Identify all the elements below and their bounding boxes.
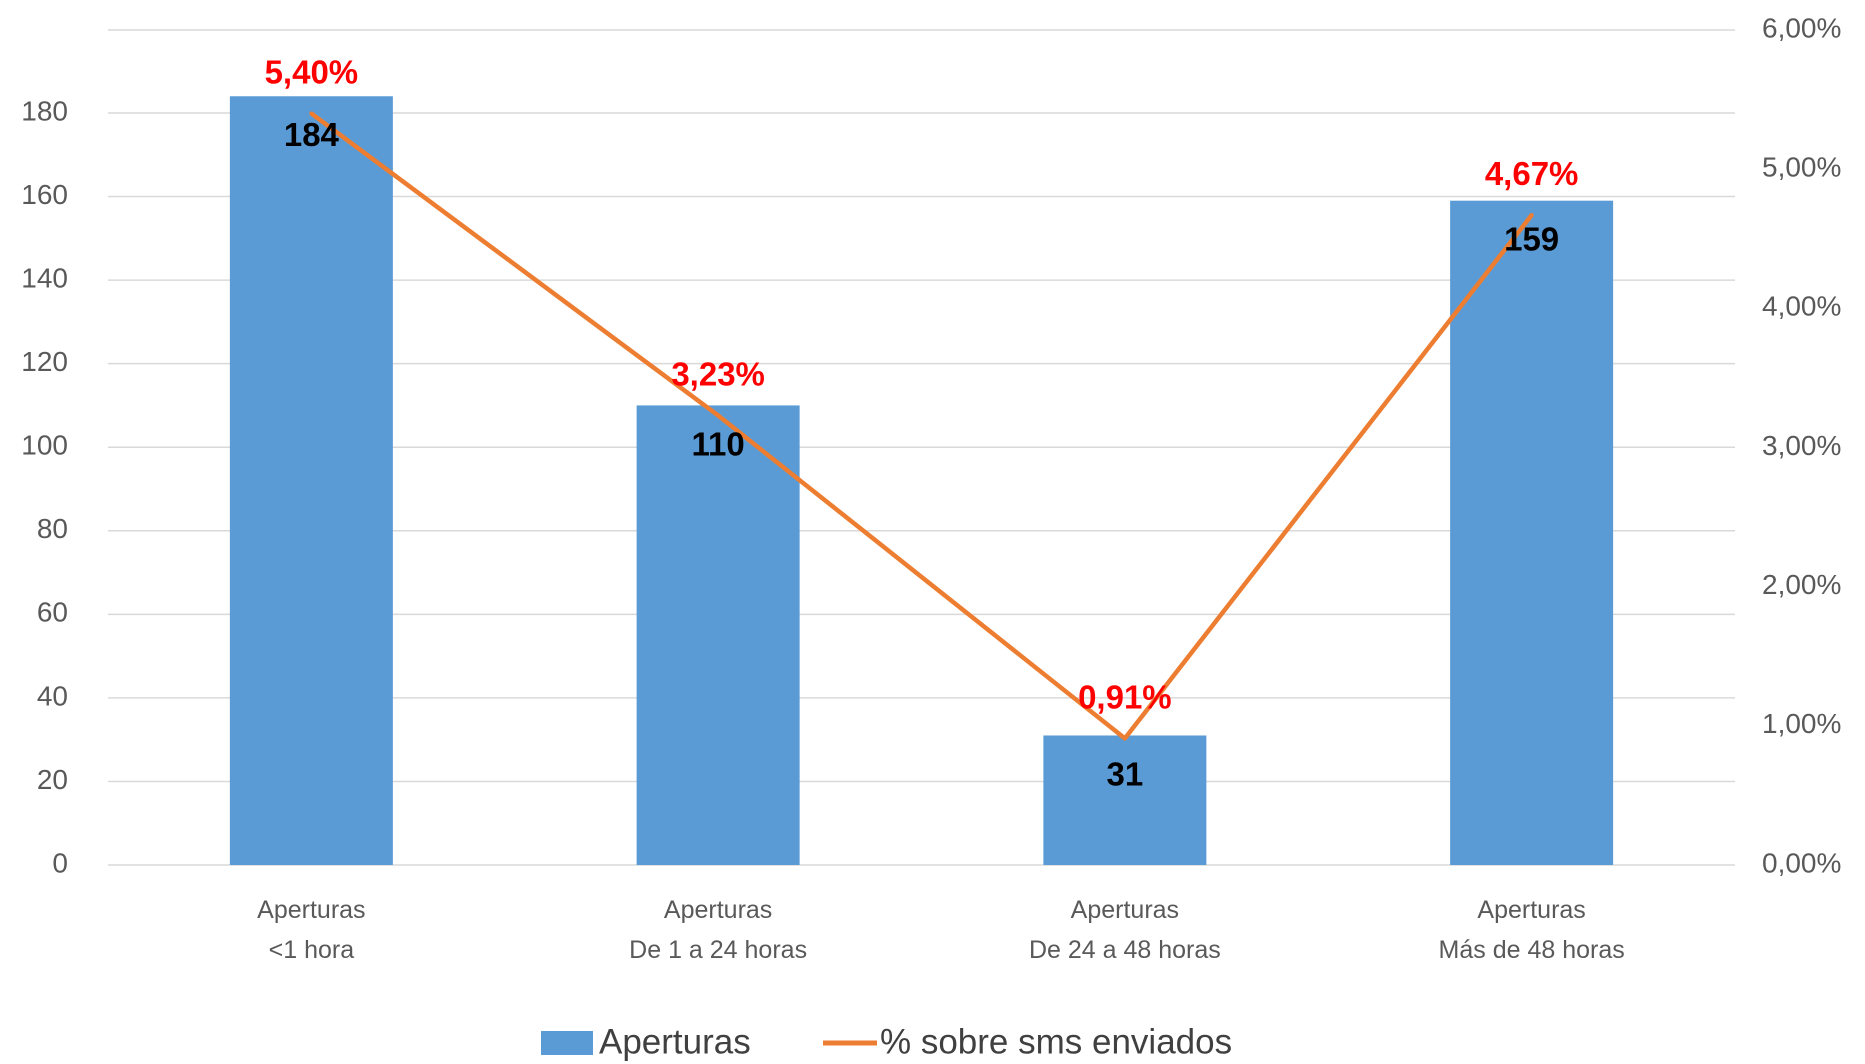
bar-data-label: 159 xyxy=(1504,221,1559,258)
category-label-line: Aperturas xyxy=(1477,896,1585,924)
left-tick-label: 180 xyxy=(21,95,68,126)
line-point xyxy=(1529,213,1534,218)
line-data-label: 3,23% xyxy=(671,355,765,392)
category-label-line: Aperturas xyxy=(257,896,365,924)
right-tick-label: 3,00% xyxy=(1762,430,1841,461)
right-axis: 0,00% 1,00% 2,00% 3,00% 4,00% 5,00% 6,00% xyxy=(1762,12,1841,878)
bar-data-label: 184 xyxy=(284,116,340,153)
category-label-line: Más de 48 horas xyxy=(1439,936,1625,964)
category-label-line: Aperturas xyxy=(664,896,772,924)
line-path xyxy=(310,111,1534,741)
category-label-line: De 1 a 24 horas xyxy=(629,936,807,964)
legend-label-bar: Aperturas xyxy=(599,1022,751,1061)
legend: Aperturas % sobre sms enviados xyxy=(541,1022,1232,1061)
left-tick-label: 40 xyxy=(37,680,68,711)
right-tick-label: 4,00% xyxy=(1762,291,1841,322)
category-label-line: <1 hora xyxy=(269,936,355,964)
line-data-label: 0,91% xyxy=(1078,678,1172,715)
category-label: Aperturas Más de 48 horas xyxy=(1439,896,1625,964)
category-label: Aperturas De 1 a 24 horas xyxy=(629,896,807,964)
bar-series xyxy=(229,96,1614,866)
category-label: Aperturas De 24 a 48 horas xyxy=(1029,896,1221,964)
left-tick-label: 80 xyxy=(37,513,68,544)
right-tick-label: 6,00% xyxy=(1762,12,1841,43)
category-label: Aperturas <1 hora xyxy=(257,896,365,964)
left-axis: 0 20 40 60 80 100 120 140 160 180 xyxy=(21,95,68,878)
left-tick-label: 100 xyxy=(21,430,68,461)
category-label-line: Aperturas xyxy=(1071,896,1179,924)
legend-swatch-bar xyxy=(541,1031,593,1055)
line-data-labels: 5,40% 3,23% 0,91% 4,67% xyxy=(265,54,1579,716)
left-tick-label: 20 xyxy=(37,764,68,795)
left-tick-label: 0 xyxy=(52,847,68,878)
right-tick-label: 0,00% xyxy=(1762,847,1841,878)
category-label-line: De 24 a 48 horas xyxy=(1029,936,1221,964)
bar xyxy=(229,96,393,866)
left-tick-label: 120 xyxy=(21,346,68,377)
legend-label-line: % sobre sms enviados xyxy=(880,1022,1232,1061)
right-tick-label: 5,00% xyxy=(1762,152,1841,183)
line-point xyxy=(716,413,721,418)
bar-data-labels: 184 110 31 159 xyxy=(284,116,1559,792)
left-tick-label: 160 xyxy=(21,179,68,210)
bar xyxy=(1043,735,1207,865)
x-axis: Aperturas <1 hora Aperturas De 1 a 24 horas… xyxy=(257,896,1625,964)
line-point xyxy=(309,111,314,116)
line-series xyxy=(309,111,1534,741)
line-point xyxy=(1122,736,1127,741)
bar xyxy=(636,405,800,865)
bar-data-label: 110 xyxy=(692,425,745,462)
bar-data-label: 31 xyxy=(1107,755,1144,792)
right-tick-label: 1,00% xyxy=(1762,708,1841,739)
bar xyxy=(1450,200,1614,865)
left-tick-label: 60 xyxy=(37,597,68,628)
line-data-label: 5,40% xyxy=(265,54,359,91)
line-data-label: 4,67% xyxy=(1485,155,1579,192)
left-tick-label: 140 xyxy=(21,262,68,293)
right-tick-label: 2,00% xyxy=(1762,569,1841,600)
